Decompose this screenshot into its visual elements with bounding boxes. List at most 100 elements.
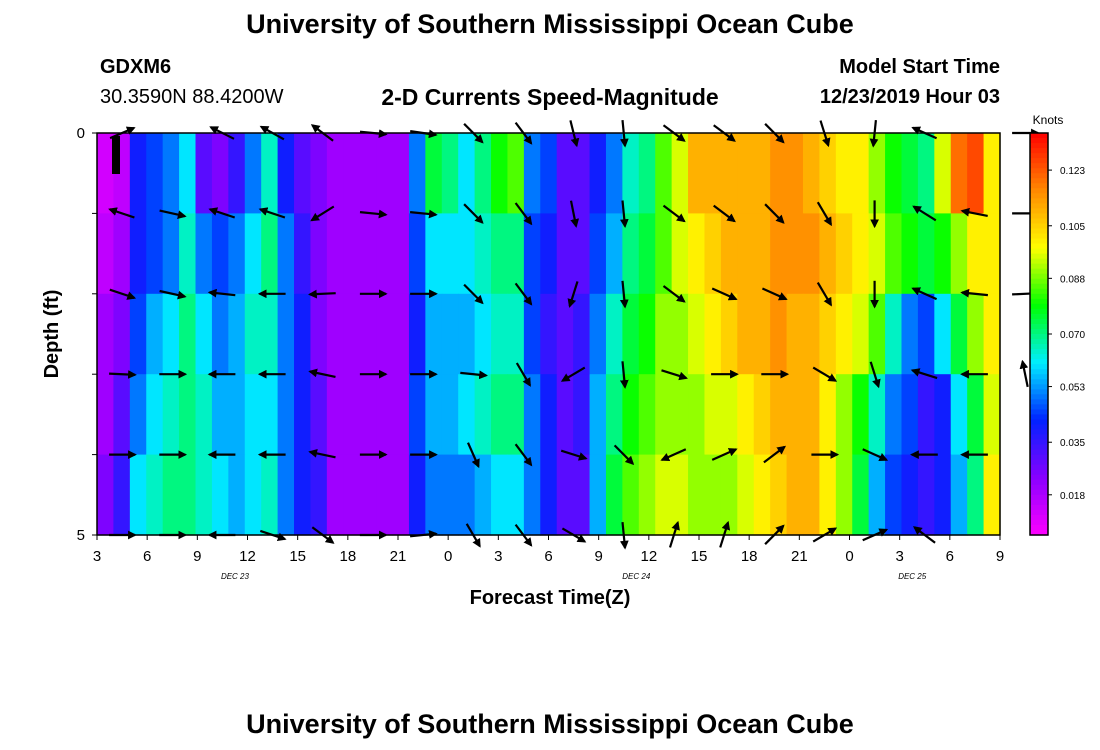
colorbar-segment [1030, 464, 1048, 471]
current-arrow [816, 201, 832, 227]
heatmap-cell [556, 293, 574, 375]
current-arrow [409, 209, 438, 219]
heatmap-cell [408, 133, 426, 214]
colorbar-segment [1030, 208, 1048, 215]
heatmap-cell [507, 133, 525, 214]
current-arrow [711, 287, 738, 301]
heatmap-cell [967, 454, 985, 536]
colorbar-segment [1030, 404, 1048, 410]
heatmap-cell [983, 374, 1001, 456]
x-tick-label: 12 [239, 548, 256, 565]
current-arrow [308, 368, 336, 378]
colorbar-segment [1030, 183, 1048, 189]
station-location: 30.3590N 88.4200W [100, 86, 284, 108]
heatmap-cell [326, 293, 344, 375]
heatmap-cell [737, 454, 755, 536]
colorbar-segment [1030, 278, 1048, 285]
colorbar-segment [1030, 409, 1048, 416]
colorbar-segment [1030, 138, 1048, 144]
heatmap-cell [507, 213, 525, 295]
heatmap-cell [277, 133, 295, 214]
heatmap-cell [967, 133, 985, 214]
heatmap-cell [655, 454, 673, 536]
x-tick-label: 0 [444, 548, 452, 565]
heatmap-cell [556, 213, 574, 295]
heatmap-cell [540, 133, 558, 214]
heatmap-cell [97, 293, 115, 375]
heatmap-cell [458, 374, 476, 456]
heatmap-cell [720, 374, 738, 456]
heatmap-cell [737, 374, 755, 456]
x-axis: 3 6 9 12 15 18 21 0 3 6 9 12 15 18 21 0 3 6 9 DEC 23 DEC 24 D… [93, 535, 1004, 581]
model-start-time: 12/23/2019 Hour 03 [819, 86, 1000, 108]
colorbar-segment [1030, 318, 1048, 325]
heatmap-cell [425, 454, 443, 536]
heatmap-cell [129, 213, 147, 295]
heatmap-cell [540, 374, 558, 456]
colorbar-segment [1030, 323, 1048, 330]
heatmap-cell [491, 293, 509, 375]
heatmap-cell [671, 454, 689, 536]
colorbar-segment [1030, 394, 1048, 400]
heatmap-cell [129, 454, 147, 536]
colorbar-segment [1030, 384, 1048, 390]
heatmap-cell [211, 454, 229, 536]
heatmap-cell [671, 293, 689, 375]
heatmap-cell [835, 293, 853, 375]
current-arrow [862, 448, 889, 462]
heatmap-cell [146, 213, 164, 295]
heatmap-cell [589, 374, 607, 456]
heatmap-cell [950, 133, 968, 214]
heatmap-cell [835, 213, 853, 295]
heatmap-cell [507, 293, 525, 375]
heatmap-cell [704, 454, 722, 536]
heatmap-cell [195, 454, 213, 536]
heatmap-cell [605, 293, 623, 375]
heatmap-cell [720, 213, 738, 295]
colorbar-segment [1030, 434, 1048, 441]
colorbar-segment [1030, 233, 1048, 240]
heatmap-cell [655, 213, 673, 295]
colorbar-segment [1030, 143, 1048, 149]
heatmap-cell [146, 374, 164, 456]
heatmap-cell [228, 213, 246, 295]
heatmap-cell [556, 454, 574, 536]
heatmap-cell [474, 454, 492, 536]
heatmap-cell [458, 213, 476, 295]
heatmap-cell [326, 133, 344, 214]
heatmap-cell [441, 374, 459, 456]
heatmap-cell [244, 293, 262, 375]
colorbar-tick-label: 0.105 [1060, 222, 1085, 233]
colorbar-segment [1030, 379, 1048, 385]
heatmap-cell [802, 374, 820, 456]
heatmap-cell [162, 293, 180, 375]
heatmap-cell [835, 454, 853, 536]
colorbar-segment [1030, 524, 1048, 531]
current-arrow [514, 202, 533, 226]
heatmap-cell [441, 293, 459, 375]
colorbar-unit: Knots [1033, 113, 1064, 127]
heatmap-cell [129, 374, 147, 456]
heatmap-cell [195, 293, 213, 375]
heatmap-cell [211, 213, 229, 295]
heatmap-cell [688, 133, 706, 214]
heatmap-cell [802, 213, 820, 295]
heatmap-cell [491, 454, 509, 536]
heatmap-cell [852, 293, 870, 375]
x-tick-label: 6 [544, 548, 552, 565]
heatmap-cell [179, 133, 197, 214]
heatmap-cell [688, 374, 706, 456]
colorbar-segment [1030, 253, 1048, 260]
heatmap-cell [261, 454, 279, 536]
colorbar-segment [1030, 163, 1048, 169]
heatmap-cell [244, 454, 262, 536]
heatmap-cell [244, 213, 262, 295]
heatmap-cell [786, 133, 804, 214]
colorbar-segment [1030, 158, 1048, 164]
current-arrow [560, 366, 586, 382]
heatmap-cell [113, 374, 131, 456]
current-arrow [108, 207, 135, 219]
current-arrow [207, 288, 236, 298]
heatmap-cell [753, 374, 771, 456]
colorbar-segment [1030, 328, 1048, 335]
